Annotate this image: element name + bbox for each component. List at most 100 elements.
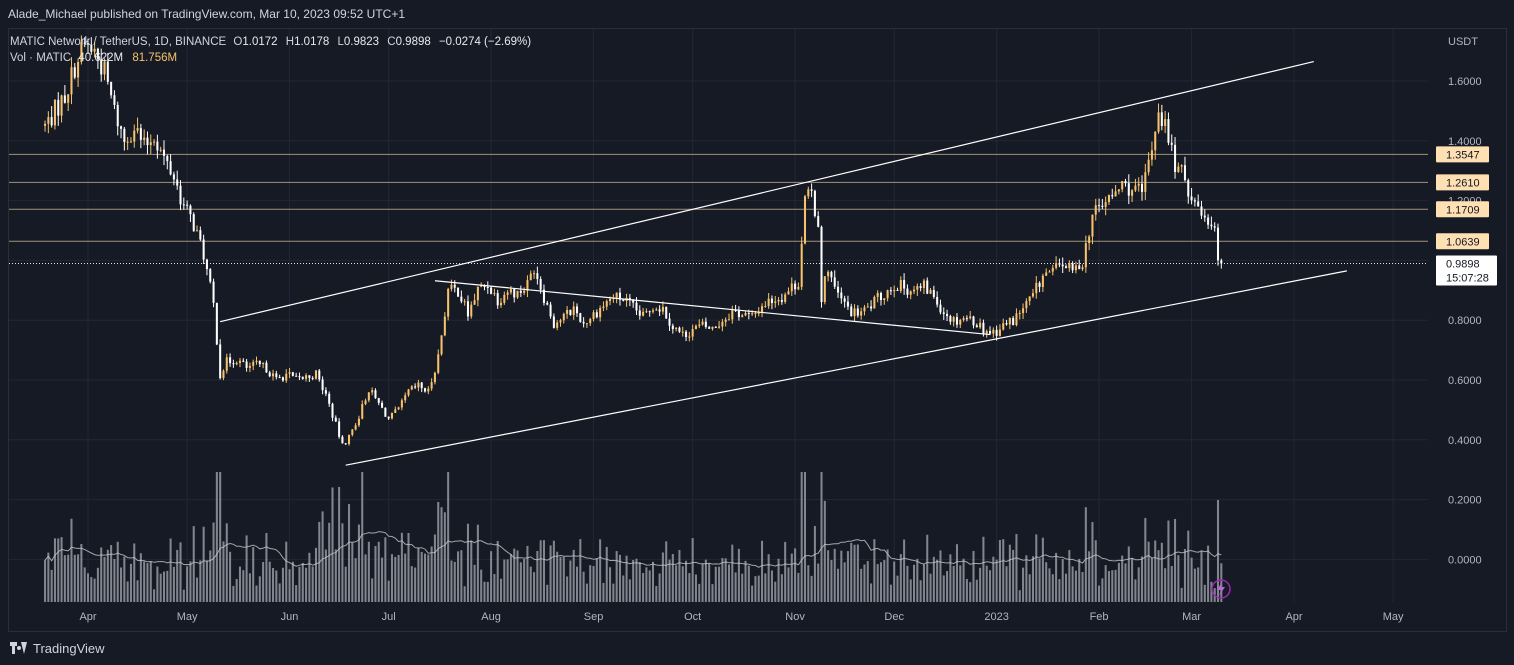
candle-up xyxy=(744,312,747,316)
candle-down xyxy=(1160,112,1163,127)
candle-down xyxy=(182,204,185,206)
candle-down xyxy=(810,189,813,191)
chart-frame[interactable] xyxy=(8,28,1507,632)
volume-bar xyxy=(229,551,232,602)
volume-bar xyxy=(975,579,978,602)
close-value: 0.9898 xyxy=(395,36,431,48)
candle-down xyxy=(846,301,849,307)
candle-up xyxy=(1031,293,1034,297)
volume-bar xyxy=(589,565,592,602)
volume-bar xyxy=(209,550,212,602)
volume-bar xyxy=(879,562,883,602)
volume-bar xyxy=(1018,590,1021,602)
volume-bar xyxy=(638,562,641,602)
countdown-label: 15:07:28 xyxy=(1446,272,1489,284)
candle-down xyxy=(90,44,93,52)
candle-up xyxy=(404,395,407,401)
volume-bar xyxy=(1193,568,1196,602)
volume-bar xyxy=(103,556,106,602)
volume-bar xyxy=(400,532,403,602)
volume-bar xyxy=(162,571,166,602)
candle-down xyxy=(1200,206,1203,216)
volume-bar xyxy=(688,573,691,602)
candle-down xyxy=(595,312,598,318)
volume-bar xyxy=(562,556,565,602)
volume-bar xyxy=(800,472,803,602)
candle-down xyxy=(1124,181,1127,184)
candle-up xyxy=(159,149,162,151)
volume-bar xyxy=(146,563,149,602)
volume-bar xyxy=(1114,569,1117,602)
candle-down xyxy=(189,205,192,215)
candle-up xyxy=(655,309,658,311)
candle-down xyxy=(420,382,423,389)
volume-bar xyxy=(906,565,909,602)
volume-bar xyxy=(143,561,146,602)
candle-up xyxy=(969,316,972,319)
volume-bar xyxy=(965,578,968,602)
candle-down xyxy=(830,271,833,278)
candle-up xyxy=(103,61,106,75)
candle-down xyxy=(896,290,899,292)
y-tick-label: 1.4000 xyxy=(1448,136,1482,148)
tradingview-footer[interactable]: TradingView xyxy=(10,637,105,659)
candle-down xyxy=(975,325,978,328)
candle-up xyxy=(1094,205,1097,215)
volume-bar xyxy=(1150,557,1153,602)
symbol-label[interactable]: MATIC Network / TetherUS, 1D, BINANCE xyxy=(10,36,227,48)
candle-down xyxy=(1210,224,1213,227)
candle-up xyxy=(1051,267,1054,272)
volume-bar xyxy=(787,567,790,602)
volume-bar xyxy=(734,572,737,602)
high-value: 1.0178 xyxy=(294,36,330,48)
candle-down xyxy=(215,302,218,345)
volume-bar xyxy=(123,556,126,602)
volume-bar xyxy=(450,560,453,602)
volume-bar xyxy=(595,558,598,602)
candle-up xyxy=(407,389,410,396)
volume-bar xyxy=(232,585,235,602)
candle-down xyxy=(1101,205,1104,207)
volume-bar xyxy=(348,504,351,602)
volume-label[interactable]: Vol · MATIC xyxy=(10,52,72,64)
candle-up xyxy=(225,357,228,371)
volume-bar xyxy=(830,560,833,602)
candle-down xyxy=(205,259,208,270)
candle-up xyxy=(1048,271,1051,273)
candle-up xyxy=(529,273,532,281)
volume-bar xyxy=(344,566,347,602)
volume-bar xyxy=(774,581,777,602)
volume-bar xyxy=(632,559,635,602)
candle-down xyxy=(219,344,222,379)
candle-down xyxy=(794,283,797,290)
volume-bar xyxy=(394,556,397,602)
volume-bar xyxy=(96,567,99,602)
candle-down xyxy=(156,141,159,151)
candle-up xyxy=(364,400,367,405)
candle-down xyxy=(172,174,175,180)
volume-bar xyxy=(113,558,116,602)
volume-bar xyxy=(817,563,820,602)
candle-down xyxy=(100,59,103,75)
candle-down xyxy=(311,377,314,379)
volume-bar xyxy=(1187,530,1190,602)
volume-bar xyxy=(549,545,552,602)
volume-bar xyxy=(196,577,199,602)
volume-bar xyxy=(110,545,113,602)
candle-up xyxy=(80,42,83,62)
volume-bar xyxy=(757,575,760,602)
candle-down xyxy=(995,329,998,336)
candle-up xyxy=(1025,300,1028,309)
volume-bar xyxy=(731,544,734,602)
candle-up xyxy=(609,298,612,302)
candle-down xyxy=(820,226,823,303)
candle-up xyxy=(433,372,436,383)
candle-down xyxy=(466,301,469,317)
volume-bar xyxy=(592,566,595,602)
volume-bar xyxy=(1210,581,1213,602)
level-price-label: 1.2610 xyxy=(1446,177,1480,189)
volume-bar xyxy=(767,554,770,602)
candle-up xyxy=(681,331,684,333)
candle-down xyxy=(453,284,456,288)
